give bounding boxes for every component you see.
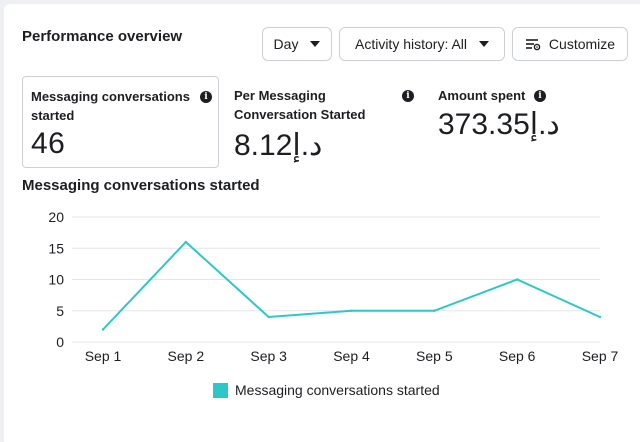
y-tick-label: 0	[56, 334, 64, 350]
y-tick-label: 10	[48, 272, 64, 288]
metric-label: Per Messaging Conversation Started	[234, 88, 366, 122]
page-title: Performance overview	[22, 28, 183, 45]
data-point	[598, 315, 602, 319]
data-point	[350, 309, 353, 312]
chevron-down-icon	[310, 41, 321, 47]
activity-history-dropdown[interactable]: Activity history: All	[339, 27, 505, 61]
x-tick-label: Sep 1	[85, 348, 122, 364]
y-tick-label: 15	[48, 240, 64, 256]
x-tick-label: Sep 3	[250, 348, 287, 364]
x-tick-label: Sep 5	[416, 348, 453, 364]
info-icon[interactable]: i	[200, 91, 212, 103]
activity-history-label: Activity history: All	[354, 36, 468, 52]
series-line	[102, 240, 601, 331]
metric-card-amount-spent[interactable]: Amount spent i 373.35د.إ	[430, 76, 626, 168]
metric-label: Messaging conversations started	[31, 89, 190, 123]
data-point	[515, 278, 519, 281]
data-point	[101, 328, 105, 331]
metric-value: 8.12د.إ	[234, 129, 323, 162]
x-tick-label: Sep 4	[333, 348, 370, 364]
day-dropdown[interactable]: Day	[262, 27, 332, 61]
metric-value: 373.35د.إ	[438, 108, 560, 141]
metric-label: Amount spent	[438, 88, 526, 103]
y-tick-label: 20	[48, 209, 64, 225]
info-icon[interactable]: i	[402, 90, 414, 102]
performance-overview-card: Performance overview Day Activity histor…	[4, 4, 640, 442]
x-tick-label: Sep 6	[499, 348, 536, 364]
metric-card-cost-per-conversation[interactable]: Per Messaging Conversation Started i 8.1…	[226, 76, 422, 168]
metric-value: 46	[31, 127, 66, 160]
chevron-down-icon	[479, 41, 490, 47]
legend-swatch	[213, 383, 228, 398]
day-dropdown-label: Day	[273, 36, 299, 52]
sliders-icon	[525, 37, 541, 51]
legend-label: Messaging conversations started	[235, 382, 440, 398]
data-point	[433, 309, 436, 312]
customize-button[interactable]: Customize	[512, 27, 628, 61]
chart-title: Messaging conversations started	[22, 177, 260, 194]
y-tick-label: 5	[56, 303, 64, 319]
x-tick-label: Sep 2	[168, 348, 205, 364]
metric-card-conversations[interactable]: Messaging conversations started i 46	[22, 76, 219, 168]
data-point	[184, 240, 188, 244]
customize-label: Customize	[548, 36, 616, 52]
info-icon[interactable]: i	[534, 90, 546, 102]
x-tick-label: Sep 7	[582, 348, 619, 364]
data-point	[267, 315, 270, 319]
